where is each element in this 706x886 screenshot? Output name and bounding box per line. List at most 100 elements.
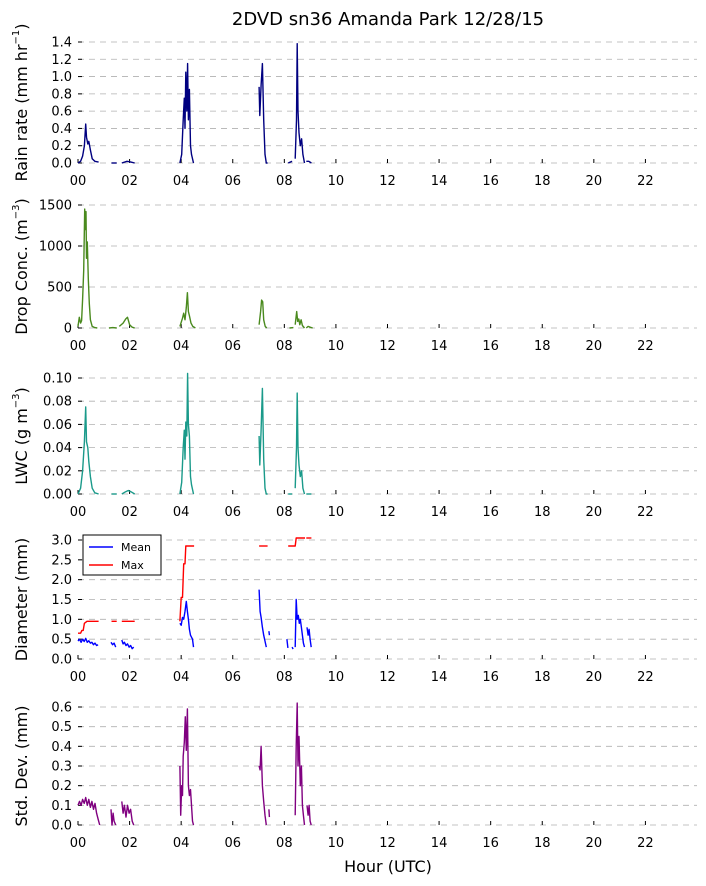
y-tick-label: 0.6	[51, 105, 72, 120]
series-line-panel2-seg-7	[305, 325, 313, 329]
y-tick-label: 0.4	[51, 740, 72, 755]
series-line-mean-seg-1	[110, 641, 117, 648]
series-line-panel2-seg-2	[118, 316, 135, 329]
x-tick-label: 06	[224, 339, 241, 354]
x-tick-label: 20	[586, 339, 603, 354]
y-axis-label-text: Drop Conc. (m	[12, 219, 31, 334]
x-tick-label: 16	[482, 670, 499, 685]
y-tick-label: 1.5	[51, 593, 72, 608]
x-tick-label: 16	[482, 174, 499, 189]
x-tick-label: 00	[70, 670, 87, 685]
x-tick-label: 14	[431, 174, 448, 189]
x-tick-label: 02	[121, 174, 138, 189]
chart-title: 2DVD sn36 Amanda Park 12/28/15	[232, 9, 544, 30]
series-line-panel1-seg-7	[306, 160, 312, 164]
x-tick-label: 04	[173, 339, 190, 354]
x-tick-label: 00	[70, 174, 87, 189]
y-tick-label: 0.6	[51, 701, 72, 716]
x-tick-label: 08	[276, 174, 293, 189]
x-tick-label: 22	[637, 505, 654, 520]
x-tick-label: 22	[637, 339, 654, 354]
series-line-panel1-seg-6	[294, 43, 306, 164]
series-line-mean-seg-6	[286, 639, 289, 648]
series-line-panel3-seg-4	[258, 387, 268, 495]
y-axis-label-superscript: −1	[11, 30, 22, 45]
x-tick-label: 12	[379, 670, 396, 685]
y-axis-label: Drop Conc. (m−3)	[11, 198, 31, 334]
series-line-panel3-seg-3	[179, 372, 195, 495]
x-tick-label: 04	[173, 836, 190, 851]
x-tick-label: 00	[70, 505, 87, 520]
x-tick-label: 18	[534, 339, 551, 354]
x-tick-label: 10	[328, 339, 345, 354]
y-tick-label: 0.04	[43, 441, 72, 456]
series-line-panel5-seg-5	[268, 809, 271, 818]
y-tick-label: 2.5	[51, 553, 72, 568]
x-tick-label: 06	[224, 505, 241, 520]
y-axis-label-suffix: )	[12, 23, 31, 29]
series-line-panel1-seg-3	[179, 62, 195, 164]
series-line-panel2-seg-4	[258, 299, 268, 329]
y-tick-label: 500	[47, 281, 72, 296]
y-tick-label: 1500	[39, 199, 72, 214]
x-tick-label: 22	[637, 174, 654, 189]
series-line-mean-seg-3	[179, 600, 195, 648]
y-axis-label-text: Rain rate (mm hr	[12, 44, 31, 181]
x-tick-label: 10	[328, 505, 345, 520]
x-tick-label: 02	[121, 505, 138, 520]
x-tick-label: 16	[482, 836, 499, 851]
x-tick-label: 08	[276, 836, 293, 851]
x-tick-label: 06	[224, 174, 241, 189]
series-line-panel2-seg-0	[77, 208, 98, 329]
series-line-panel2-seg-6	[294, 310, 306, 329]
y-tick-label: 2.0	[51, 573, 72, 588]
series-line-mean-seg-7	[291, 646, 294, 650]
y-tick-label: 0.8	[51, 87, 72, 102]
x-tick-label: 16	[482, 505, 499, 520]
x-tick-label: 02	[121, 339, 138, 354]
y-tick-label: 0.06	[43, 418, 72, 433]
y-tick-label: 0.2	[51, 779, 72, 794]
x-tick-label: 18	[534, 670, 551, 685]
x-tick-label: 22	[637, 670, 654, 685]
x-tick-label: 02	[121, 670, 138, 685]
y-tick-label: 1.2	[51, 53, 72, 68]
y-tick-label: 1.0	[51, 613, 72, 628]
series-line-panel2-seg-3	[179, 292, 196, 329]
y-tick-label: 0.0	[51, 157, 72, 172]
x-tick-label: 08	[276, 339, 293, 354]
series-line-panel1-seg-4	[258, 62, 268, 164]
x-tick-label: 20	[586, 505, 603, 520]
panel-2: 0 500 1000 1500 00 02 04 06 08 10 12 14 16 18 20 22 Drop…	[11, 198, 697, 354]
panel-4: 0.0 0.5 1.0 1.5 2.0 2.5 3.0 00 02 04 06 08 10 12 14 16 1…	[12, 534, 697, 685]
y-tick-label: 1000	[39, 240, 72, 255]
y-tick-label: 3.0	[51, 534, 72, 549]
series-line-panel1-seg-0	[77, 123, 99, 164]
series-line-panel5-seg-1	[110, 809, 117, 826]
x-tick-label: 04	[173, 505, 190, 520]
x-tick-label: 04	[173, 174, 190, 189]
y-axis-label: Std. Dev. (mm)	[12, 706, 31, 827]
y-tick-label: 1.4	[51, 36, 72, 51]
x-tick-label: 18	[534, 836, 551, 851]
y-axis-label-text: Diameter (mm)	[12, 538, 31, 661]
x-tick-label: 08	[276, 670, 293, 685]
legend-box	[82, 534, 162, 576]
x-tick-label: 04	[173, 670, 190, 685]
x-axis-label: Hour (UTC)	[344, 857, 432, 876]
y-tick-label: 0.0	[51, 653, 72, 668]
series-line-panel1-seg-5	[287, 160, 293, 164]
y-axis-label-suffix: )	[12, 387, 31, 393]
y-tick-label: 0.2	[51, 139, 72, 154]
x-tick-label: 06	[224, 836, 241, 851]
x-tick-label: 14	[431, 670, 448, 685]
y-axis-label-text: LWC (g m	[12, 408, 31, 485]
x-tick-label: 16	[482, 339, 499, 354]
panel-1: 0.0 0.2 0.4 0.6 0.8 1.0 1.2 1.4 00 02 04 06 08 10 12 14…	[11, 23, 697, 189]
legend-label-mean: Mean	[121, 541, 151, 554]
x-tick-label: 22	[637, 836, 654, 851]
x-tick-label: 20	[586, 670, 603, 685]
x-tick-label: 12	[379, 174, 396, 189]
x-tick-label: 08	[276, 505, 293, 520]
